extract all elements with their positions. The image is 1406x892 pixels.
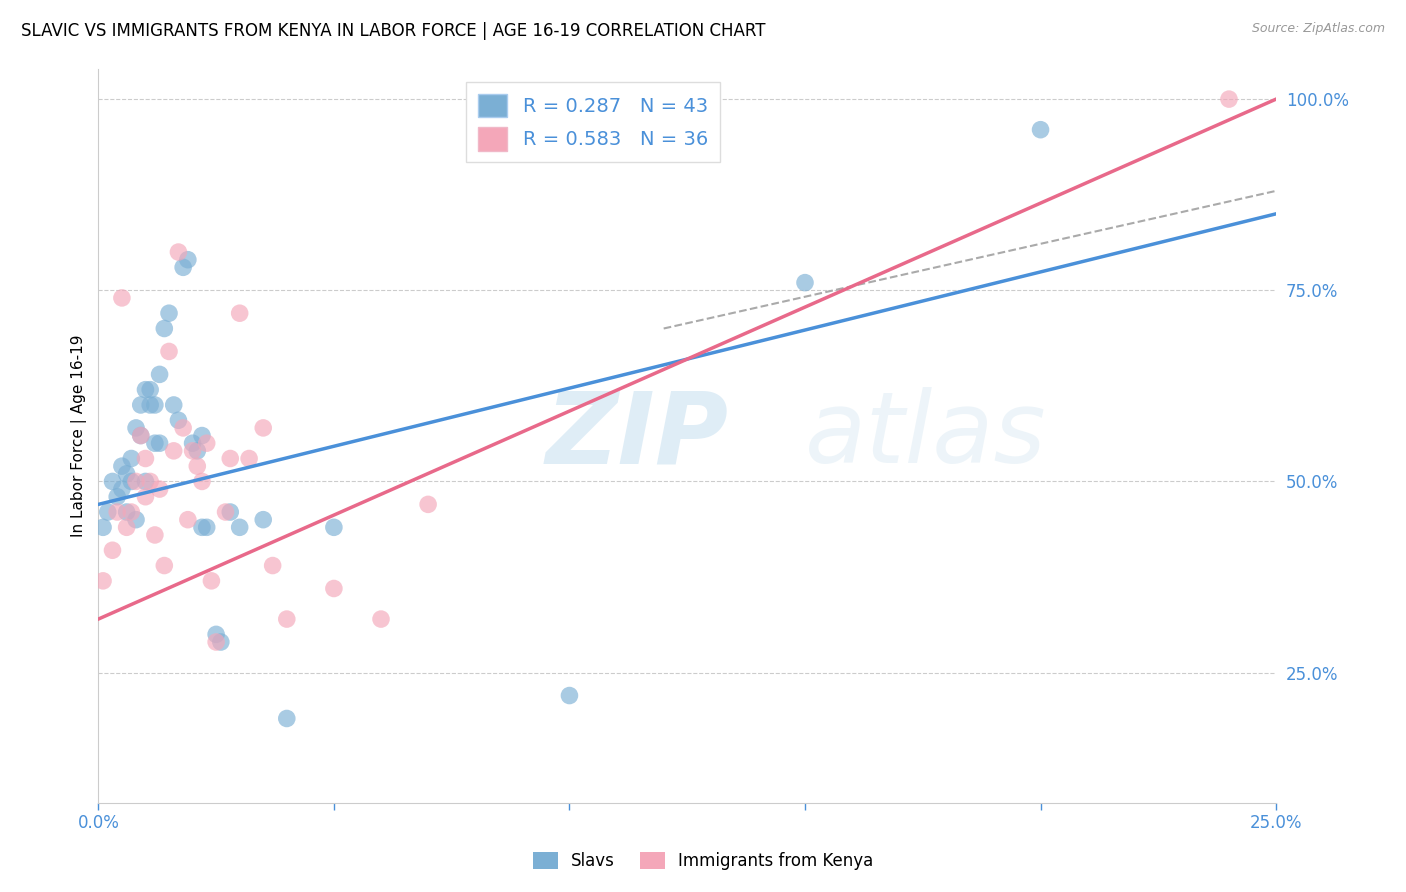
Point	[129, 428, 152, 442]
Point	[139, 475, 162, 489]
Point	[134, 451, 156, 466]
Point	[153, 321, 176, 335]
Point	[558, 689, 581, 703]
Point	[149, 436, 172, 450]
Point	[276, 612, 298, 626]
Point	[91, 574, 114, 588]
Point	[794, 276, 817, 290]
Point	[153, 558, 176, 573]
Point	[262, 558, 284, 573]
Point	[115, 467, 138, 481]
Point	[181, 436, 204, 450]
Point	[143, 528, 166, 542]
Point	[120, 475, 142, 489]
Point	[129, 398, 152, 412]
Point	[370, 612, 392, 626]
Point	[186, 443, 208, 458]
Point	[163, 398, 186, 412]
Point	[167, 245, 190, 260]
Text: atlas: atlas	[806, 387, 1046, 484]
Point	[195, 520, 218, 534]
Point	[1029, 122, 1052, 136]
Text: SLAVIC VS IMMIGRANTS FROM KENYA IN LABOR FORCE | AGE 16-19 CORRELATION CHART: SLAVIC VS IMMIGRANTS FROM KENYA IN LABOR…	[21, 22, 766, 40]
Point	[276, 711, 298, 725]
Point	[214, 505, 236, 519]
Point	[120, 451, 142, 466]
Point	[143, 436, 166, 450]
Point	[134, 490, 156, 504]
Point	[101, 543, 124, 558]
Point	[129, 428, 152, 442]
Point	[125, 475, 148, 489]
Point	[157, 344, 180, 359]
Point	[167, 413, 190, 427]
Point	[97, 505, 120, 519]
Point	[111, 291, 134, 305]
Point	[149, 482, 172, 496]
Point	[91, 520, 114, 534]
Point	[209, 635, 232, 649]
Point	[177, 252, 200, 267]
Point	[228, 520, 250, 534]
Point	[149, 368, 172, 382]
Point	[163, 443, 186, 458]
Point	[125, 421, 148, 435]
Point	[134, 383, 156, 397]
Point	[120, 505, 142, 519]
Point	[191, 475, 214, 489]
Text: Source: ZipAtlas.com: Source: ZipAtlas.com	[1251, 22, 1385, 36]
Point	[205, 627, 228, 641]
Point	[205, 635, 228, 649]
Point	[191, 428, 214, 442]
Point	[101, 475, 124, 489]
Point	[157, 306, 180, 320]
Point	[134, 475, 156, 489]
Point	[105, 505, 128, 519]
Point	[219, 505, 242, 519]
Legend: R = 0.287   N = 43, R = 0.583   N = 36: R = 0.287 N = 43, R = 0.583 N = 36	[467, 82, 720, 162]
Point	[200, 574, 222, 588]
Point	[111, 459, 134, 474]
Point	[115, 520, 138, 534]
Y-axis label: In Labor Force | Age 16-19: In Labor Force | Age 16-19	[72, 334, 87, 537]
Point	[177, 513, 200, 527]
Point	[322, 582, 344, 596]
Point	[111, 482, 134, 496]
Point	[416, 497, 439, 511]
Point	[228, 306, 250, 320]
Point	[139, 383, 162, 397]
Point	[105, 490, 128, 504]
Point	[219, 451, 242, 466]
Point	[181, 443, 204, 458]
Legend: Slavs, Immigrants from Kenya: Slavs, Immigrants from Kenya	[526, 845, 880, 877]
Point	[143, 398, 166, 412]
Point	[191, 520, 214, 534]
Point	[172, 260, 194, 275]
Point	[252, 421, 274, 435]
Point	[252, 513, 274, 527]
Point	[115, 505, 138, 519]
Point	[172, 421, 194, 435]
Point	[195, 436, 218, 450]
Point	[139, 398, 162, 412]
Point	[322, 520, 344, 534]
Point	[186, 459, 208, 474]
Point	[1218, 92, 1240, 106]
Point	[125, 513, 148, 527]
Text: ZIP: ZIP	[546, 387, 728, 484]
Point	[238, 451, 260, 466]
